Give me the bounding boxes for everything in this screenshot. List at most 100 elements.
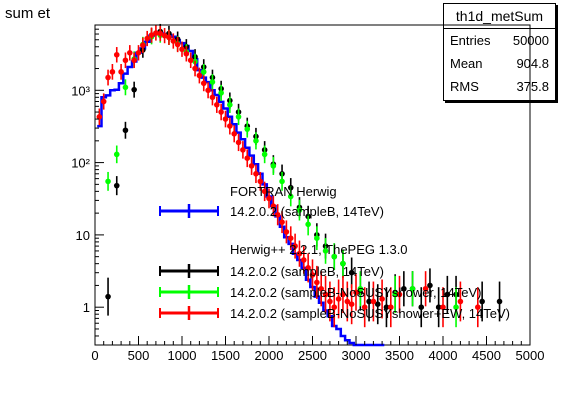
data-point [218, 103, 224, 121]
point-marker [327, 298, 333, 305]
data-point [479, 281, 485, 322]
point-marker [396, 291, 403, 298]
data-point [235, 133, 242, 152]
point-marker [192, 65, 198, 72]
point-marker [392, 291, 398, 298]
data-point [305, 213, 311, 236]
point-marker [174, 41, 181, 48]
stats-box: th1d_metSum Entries 50000 Mean 904.8 RMS… [443, 3, 556, 101]
point-marker [122, 57, 129, 64]
data-point [200, 75, 207, 92]
x-tick-label: 4500 [472, 348, 501, 363]
data-point [148, 27, 155, 43]
point-marker [435, 304, 442, 310]
point-marker [309, 272, 316, 278]
point-marker [427, 282, 433, 289]
point-marker [401, 285, 407, 292]
data-point [357, 271, 364, 307]
data-point [348, 284, 355, 325]
x-tick-label: 1500 [211, 348, 240, 363]
data-point [179, 41, 185, 57]
data-point [153, 25, 159, 41]
point-marker [218, 109, 224, 115]
point-marker [100, 98, 107, 105]
point-marker [274, 211, 281, 218]
point-marker [270, 163, 277, 169]
point-marker [235, 139, 242, 146]
data-point [279, 211, 285, 234]
data-point [266, 188, 272, 209]
data-point [127, 45, 133, 61]
data-point [231, 125, 237, 143]
data-point [196, 67, 203, 84]
data-point [314, 265, 320, 299]
point-marker [131, 57, 137, 64]
point-marker [170, 38, 177, 44]
data-point [340, 275, 346, 314]
data-point [122, 52, 129, 69]
data-point [183, 46, 190, 62]
point-marker [257, 178, 264, 185]
point-marker [335, 296, 342, 302]
point-marker [496, 298, 503, 305]
data-point [248, 156, 255, 175]
point-marker [292, 243, 298, 249]
data-point [370, 281, 377, 322]
data-point [427, 268, 433, 303]
x-tick-label: 5000 [516, 348, 545, 363]
point-marker [240, 147, 246, 153]
data-point [475, 287, 481, 328]
y-tick-label: 10² [71, 156, 90, 171]
data-point [96, 108, 103, 126]
data-point [253, 164, 259, 184]
data-point [240, 141, 246, 159]
point-marker [253, 138, 259, 144]
data-point [331, 243, 338, 271]
point-marker [418, 304, 425, 310]
data-point [287, 186, 294, 207]
data-point [227, 117, 233, 135]
x-tick-label: 4000 [429, 348, 458, 363]
point-marker [127, 50, 133, 56]
point-marker [457, 298, 464, 305]
data-point [214, 96, 220, 113]
data-point [309, 259, 316, 291]
data-point [122, 121, 129, 139]
point-marker [379, 296, 385, 302]
point-marker [453, 304, 459, 310]
data-point [100, 93, 107, 110]
point-marker [135, 50, 142, 56]
point-marker [301, 257, 307, 263]
data-point [296, 199, 303, 221]
data-point [301, 246, 307, 274]
point-marker [279, 219, 285, 225]
point-marker [227, 102, 233, 108]
data-point [305, 253, 311, 283]
legend-marker-blue [159, 204, 219, 218]
point-marker [314, 235, 320, 242]
point-marker [153, 30, 159, 36]
point-marker [218, 90, 224, 96]
point-marker [140, 42, 146, 49]
point-marker [118, 69, 124, 75]
point-marker [348, 301, 355, 308]
stats-histogram-name: th1d_metSum [444, 4, 555, 29]
data-point [157, 25, 164, 42]
data-point [187, 52, 194, 69]
point-marker [479, 298, 485, 305]
data-point [209, 89, 216, 106]
point-marker [287, 193, 294, 200]
point-marker [422, 285, 429, 292]
point-marker [113, 151, 120, 158]
point-marker [340, 291, 346, 298]
data-point [113, 145, 120, 164]
point-marker [248, 163, 255, 169]
point-marker [261, 188, 268, 195]
data-point [496, 281, 503, 322]
data-point [361, 287, 368, 328]
point-marker [344, 298, 351, 305]
x-tick-label: 1000 [168, 348, 197, 363]
data-point [209, 74, 216, 90]
point-marker [340, 260, 346, 267]
data-point [322, 238, 329, 264]
